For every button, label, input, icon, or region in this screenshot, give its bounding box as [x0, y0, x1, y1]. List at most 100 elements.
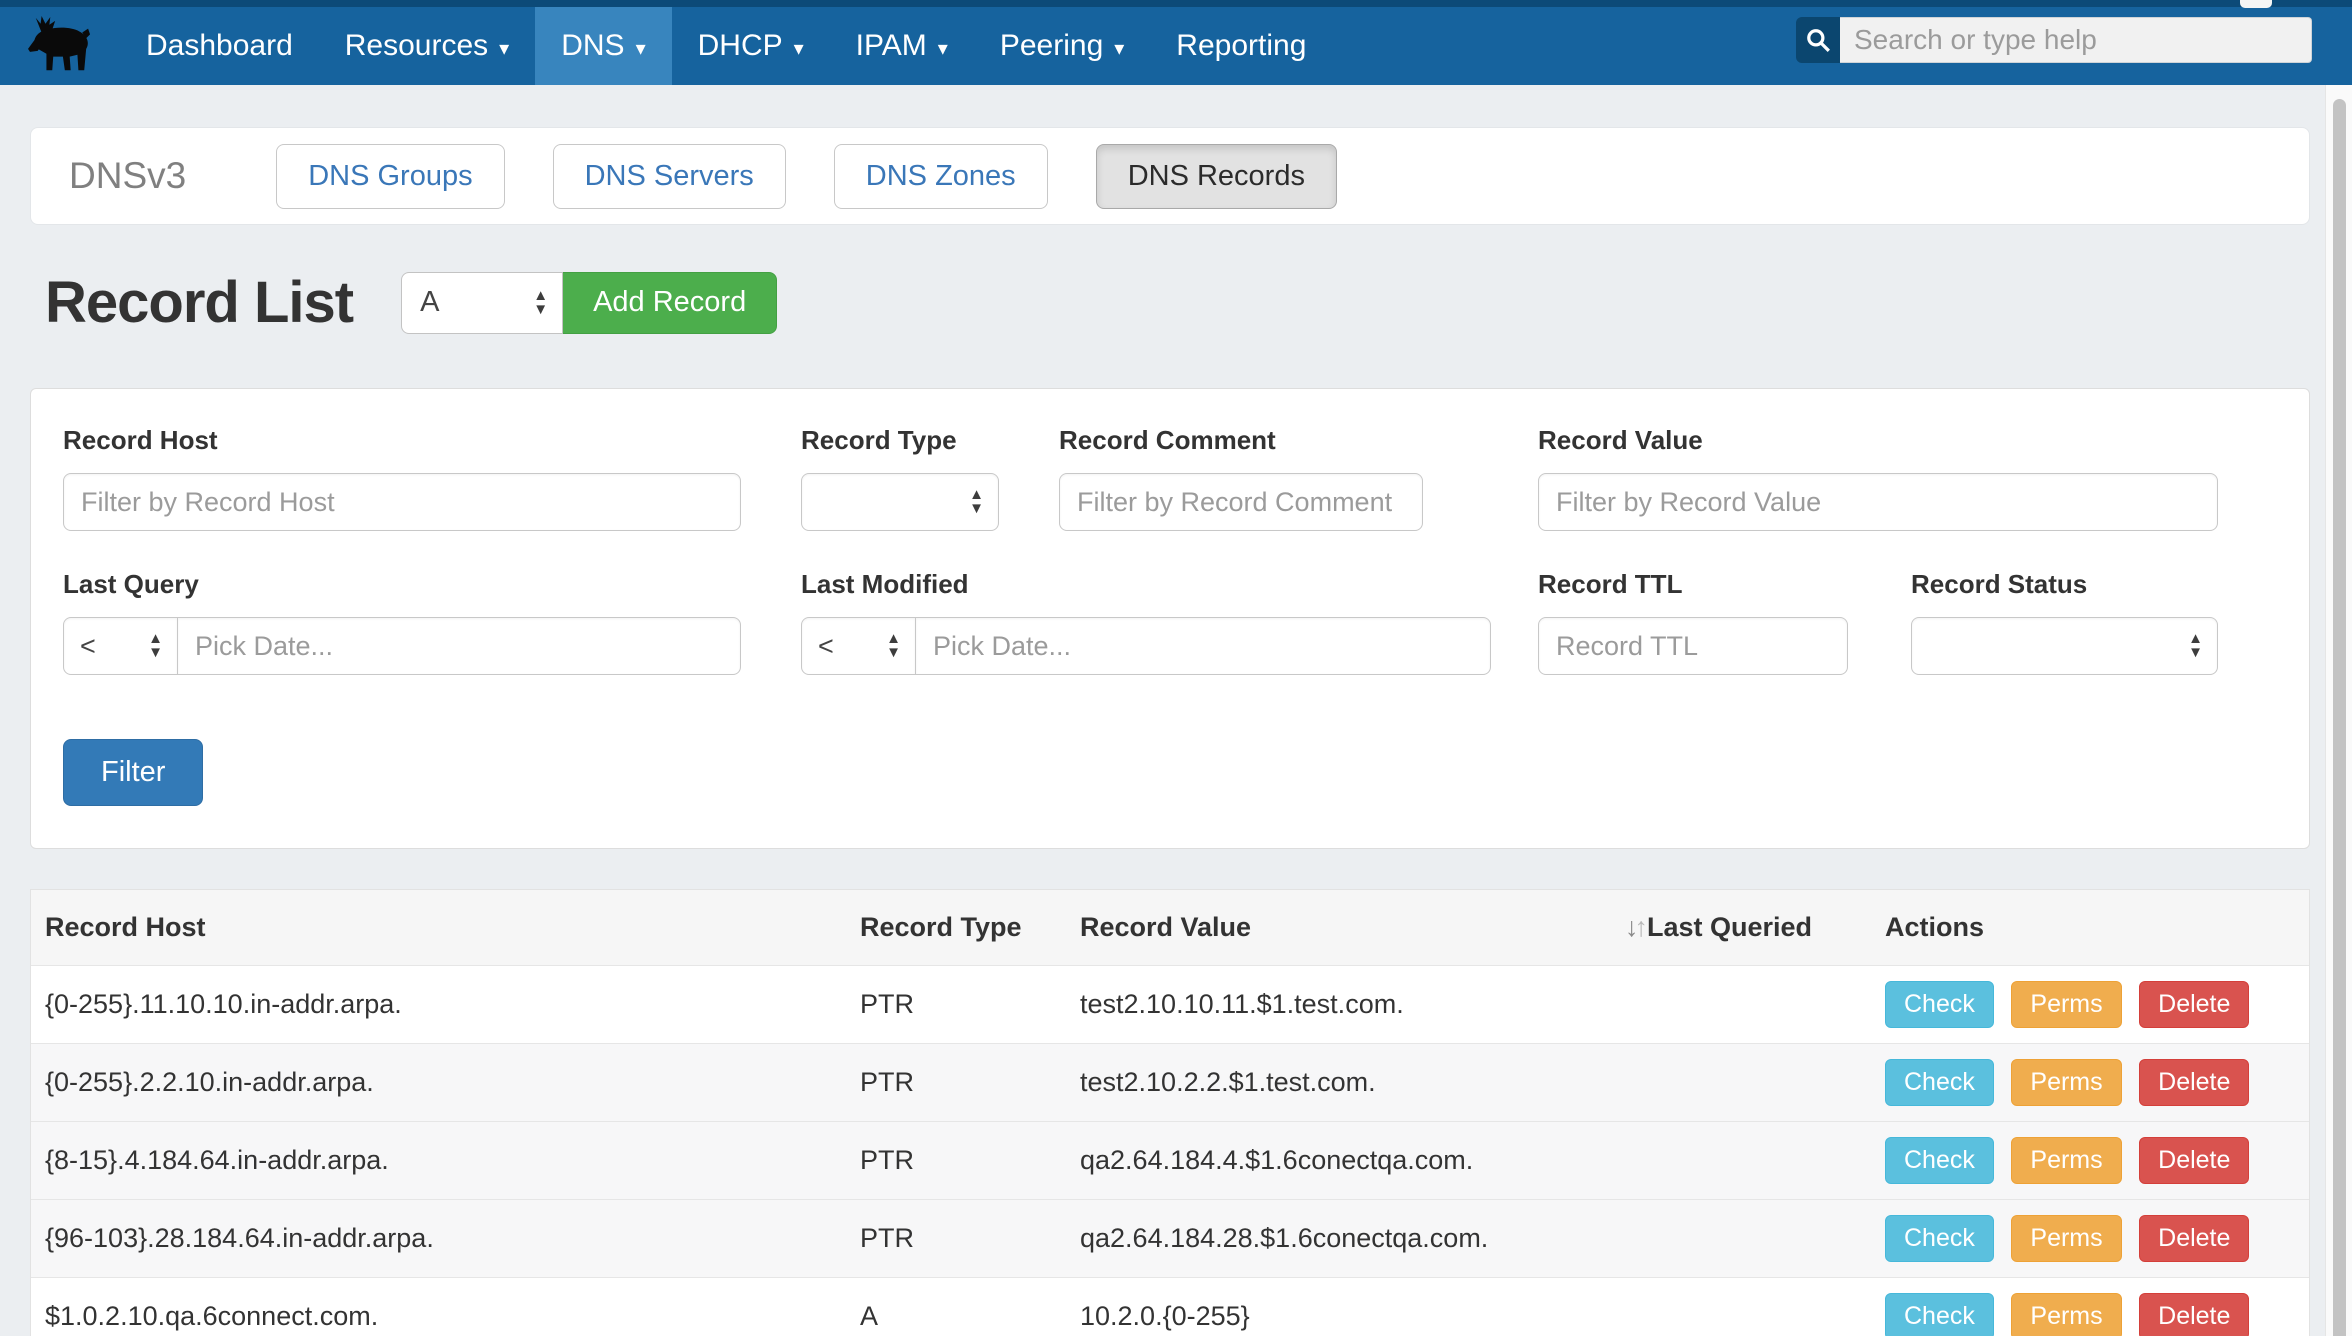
add-record-button[interactable]: Add Record [562, 271, 778, 334]
table-row: {0-255}.11.10.10.in-addr.arpa. PTR test2… [31, 965, 2309, 1043]
record-status-filter-select[interactable]: ▲ ▼ [1911, 617, 2218, 675]
table-row: {0-255}.2.2.10.in-addr.arpa. PTR test2.1… [31, 1043, 2309, 1121]
check-button[interactable]: Check [1885, 1059, 1994, 1106]
tab-dns-zones[interactable]: DNS Zones [833, 143, 1048, 209]
last-query-operator-select[interactable]: < ▲ ▼ [63, 617, 178, 675]
delete-button[interactable]: Delete [2139, 981, 2250, 1028]
perms-button[interactable]: Perms [2011, 1137, 2122, 1184]
nav-item-label: IPAM [855, 29, 927, 62]
record-host-cell: $1.0.2.10.qa.6connect.com. [45, 1301, 379, 1331]
chevron-down-icon: ▾ [499, 37, 510, 60]
check-button[interactable]: Check [1885, 1293, 1994, 1336]
top-navbar: Dashboard Resources ▾ DNS ▾ DHCP ▾ IPAM … [0, 0, 2352, 85]
record-host-cell: {8-15}.4.184.64.in-addr.arpa. [45, 1145, 389, 1175]
table-header-row: Record Host Record Type Record Value ↓↑ … [31, 890, 2309, 965]
record-value-filter-input[interactable] [1538, 473, 2218, 531]
check-button[interactable]: Check [1885, 1215, 1994, 1262]
delete-button[interactable]: Delete [2139, 1137, 2250, 1184]
search-input[interactable] [1840, 17, 2312, 63]
record-host-cell: {0-255}.2.2.10.in-addr.arpa. [45, 1067, 374, 1097]
record-type-add-select[interactable]: A ▲ ▼ [401, 271, 564, 334]
record-type-cell: A [860, 1301, 879, 1331]
nav-item-label: Peering [999, 29, 1104, 62]
moose-logo[interactable] [0, 0, 120, 85]
nav-item-ipam[interactable]: IPAM ▾ [830, 7, 974, 85]
header-record-host: Record Host [45, 912, 206, 942]
table-row: {96-103}.28.184.64.in-addr.arpa. PTR qa2… [31, 1199, 2309, 1277]
row-actions: Check Perms Delete [1871, 1293, 2309, 1336]
delete-button[interactable]: Delete [2139, 1293, 2250, 1336]
nav-item-dhcp[interactable]: DHCP ▾ [672, 7, 830, 85]
record-value-cell: test2.10.10.11.$1.test.com. [1080, 989, 1404, 1019]
section-title: DNSv3 [69, 155, 187, 196]
search-icon[interactable] [1796, 17, 1840, 63]
row-actions: Check Perms Delete [1871, 1215, 2309, 1262]
delete-button[interactable]: Delete [2139, 1215, 2250, 1262]
records-table: Record Host Record Type Record Value ↓↑ … [30, 889, 2310, 1336]
chevron-down-icon: ▾ [1114, 37, 1125, 60]
record-value-cell: qa2.64.184.4.$1.6conectqa.com. [1080, 1145, 1474, 1175]
stepper-icon: ▲ ▼ [533, 286, 549, 318]
check-button[interactable]: Check [1885, 1137, 1994, 1184]
last-modified-date-input[interactable] [915, 617, 1491, 675]
nav-items: Dashboard Resources ▾ DNS ▾ DHCP ▾ IPAM … [120, 0, 1332, 85]
record-type-cell: PTR [860, 1223, 914, 1253]
check-button[interactable]: Check [1885, 981, 1994, 1028]
header-last-queried[interactable]: ↓↑ Last Queried [1625, 912, 1813, 942]
page-title: Record List [45, 270, 354, 335]
record-type-cell: PTR [860, 1145, 914, 1175]
last-query-date-input[interactable] [177, 617, 741, 675]
perms-button[interactable]: Perms [2011, 1059, 2122, 1106]
record-host-filter-input[interactable] [63, 473, 741, 531]
stepper-icon: ▲ ▼ [969, 486, 984, 517]
record-comment-filter-label: Record Comment [1059, 425, 1276, 455]
header-actions: Actions [1885, 912, 1985, 942]
record-type-filter-label: Record Type [801, 425, 957, 455]
record-value-cell: qa2.64.184.28.$1.6conectqa.com. [1080, 1223, 1489, 1253]
perms-button[interactable]: Perms [2011, 981, 2122, 1028]
perms-button[interactable]: Perms [2011, 1215, 2122, 1262]
filter-button[interactable]: Filter [63, 739, 204, 806]
tab-dns-servers[interactable]: DNS Servers [552, 143, 786, 209]
stepper-icon: ▲ ▼ [148, 630, 163, 661]
record-type-filter-select[interactable]: ▲ ▼ [801, 473, 999, 531]
perms-button[interactable]: Perms [2011, 1293, 2122, 1336]
table-body: {0-255}.11.10.10.in-addr.arpa. PTR test2… [31, 965, 2309, 1336]
last-modified-filter-label: Last Modified [801, 569, 969, 599]
last-modified-operator-select[interactable]: < ▲ ▼ [801, 617, 916, 675]
nav-item-dns[interactable]: DNS ▾ [535, 7, 672, 85]
record-ttl-filter-label: Record TTL [1538, 569, 1683, 599]
stepper-icon: ▲ ▼ [886, 630, 901, 661]
tab-dns-groups[interactable]: DNS Groups [276, 143, 505, 209]
record-status-filter-label: Record Status [1911, 569, 2088, 599]
row-actions: Check Perms Delete [1871, 1137, 2309, 1184]
record-list-header: Record List A ▲ ▼ Add Record [30, 269, 2310, 336]
nav-item-peering[interactable]: Peering ▾ [974, 7, 1150, 85]
table-row: {8-15}.4.184.64.in-addr.arpa. PTR qa2.64… [31, 1121, 2309, 1199]
sort-icon[interactable]: ↓↑ [1625, 912, 1648, 942]
tab-dns-records[interactable]: DNS Records [1095, 143, 1337, 209]
nav-item-label: Resources [344, 29, 489, 62]
row-actions: Check Perms Delete [1871, 981, 2309, 1028]
row-actions: Check Perms Delete [1871, 1059, 2309, 1106]
record-type-cell: PTR [860, 1067, 914, 1097]
nav-item-reporting[interactable]: Reporting [1150, 7, 1332, 85]
chevron-down-icon: ▾ [937, 37, 948, 60]
section-buttons: DNS Groups DNS Servers DNS Zones DNS Record… [276, 143, 1385, 209]
nav-item-label: DHCP [697, 29, 783, 62]
nav-item-label: Reporting [1176, 29, 1307, 62]
record-value-cell: test2.10.2.2.$1.test.com. [1080, 1067, 1376, 1097]
header-record-value: Record Value [1080, 912, 1252, 942]
scrollbar-thumb[interactable] [2333, 99, 2346, 1336]
page-scrollbar[interactable] [2325, 85, 2352, 1336]
record-ttl-filter-input[interactable] [1538, 617, 1848, 675]
top-notch [2240, 0, 2272, 8]
record-type-add-select-value: A [420, 286, 440, 318]
nav-item-dashboard[interactable]: Dashboard [120, 7, 319, 85]
record-type-cell: PTR [860, 989, 914, 1019]
record-value-cell: 10.2.0.{0-255} [1080, 1301, 1250, 1331]
nav-item-resources[interactable]: Resources ▾ [319, 7, 535, 85]
record-comment-filter-input[interactable] [1059, 473, 1423, 531]
chevron-down-icon: ▾ [793, 37, 804, 60]
delete-button[interactable]: Delete [2139, 1059, 2250, 1106]
